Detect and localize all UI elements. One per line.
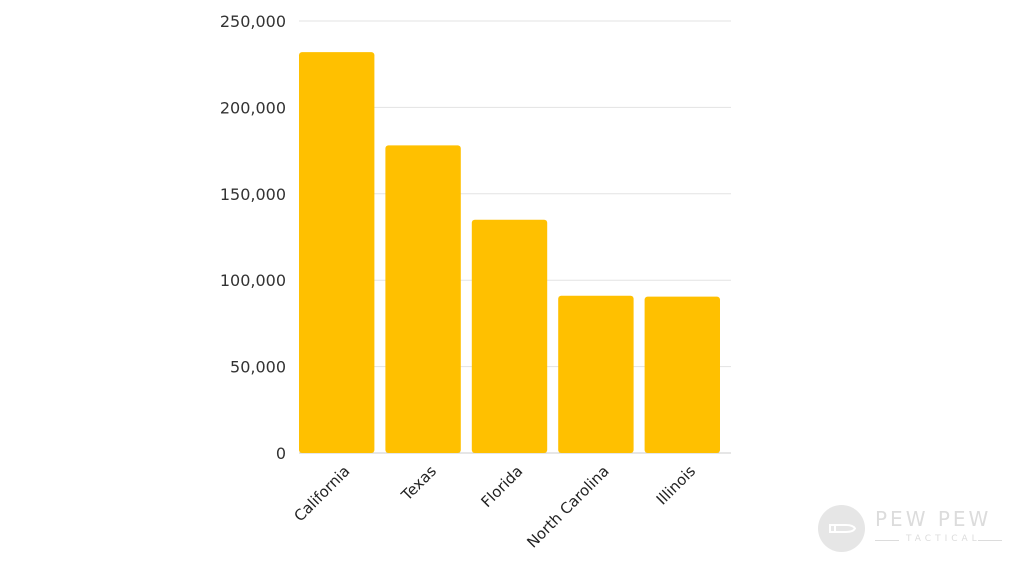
x-tick-label: Florida	[478, 462, 527, 511]
y-axis: 0 50,000 100,000 150,000 200,000 250,000	[220, 12, 286, 463]
bar-california	[299, 52, 375, 453]
bar-north-carolina	[558, 295, 634, 453]
y-tick-label: 150,000	[220, 185, 286, 204]
x-tick-label: Illinois	[653, 462, 700, 509]
bar-texas	[385, 145, 461, 453]
y-tick-label: 50,000	[230, 358, 286, 377]
bars	[299, 52, 720, 453]
x-tick-label: California	[290, 462, 353, 525]
watermark-brand: PEW PEW	[875, 507, 992, 531]
x-tick-label: North Carolina	[523, 462, 612, 551]
watermark-rule-right	[978, 540, 1002, 541]
y-tick-label: 200,000	[220, 98, 286, 117]
bullet-logo-icon	[818, 505, 865, 552]
watermark-sub: TACTICAL	[906, 534, 981, 544]
x-tick-label: Texas	[397, 462, 440, 505]
y-tick-label: 0	[276, 444, 286, 463]
watermark-rule-left	[875, 540, 899, 541]
bar-florida	[471, 219, 548, 453]
y-tick-label: 250,000	[220, 12, 286, 31]
bar-illinois	[644, 296, 720, 453]
watermark-logo: PEW PEW TACTICAL	[818, 503, 1008, 555]
y-tick-label: 100,000	[220, 271, 286, 290]
